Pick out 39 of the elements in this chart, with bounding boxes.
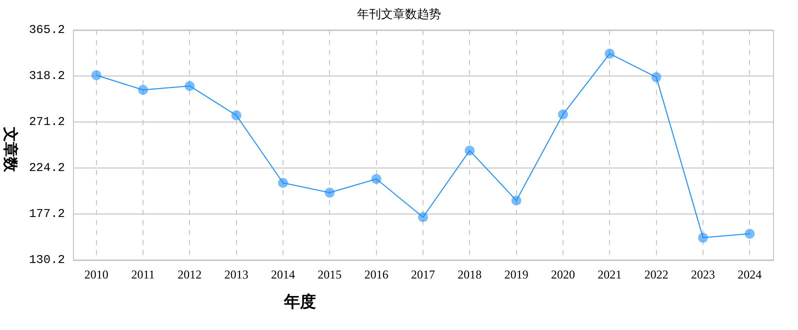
y-tick-label: 177.2 bbox=[28, 207, 65, 222]
point bbox=[278, 178, 288, 188]
x-tick-label: 2018 bbox=[458, 267, 482, 282]
point bbox=[91, 70, 102, 80]
y-tick-label: 365.2 bbox=[28, 23, 65, 38]
x-axis-title: 年度 bbox=[282, 292, 317, 313]
point bbox=[651, 72, 662, 82]
x-tick-label: 2015 bbox=[318, 267, 342, 282]
y-tick-label: 224.2 bbox=[28, 161, 65, 176]
y-tick-label: 130.2 bbox=[28, 253, 65, 268]
point bbox=[744, 228, 755, 239]
point bbox=[184, 80, 195, 91]
chart-title: 年刊文章数趋势 bbox=[356, 6, 442, 23]
point bbox=[604, 48, 615, 59]
x-tick-label: 2014 bbox=[271, 267, 295, 282]
point bbox=[698, 232, 708, 243]
point bbox=[511, 195, 522, 206]
x-tick-label: 2022 bbox=[644, 267, 668, 282]
x-tick-label: 2020 bbox=[551, 267, 575, 282]
point bbox=[138, 84, 148, 95]
x-tick-label: 2010 bbox=[84, 267, 108, 282]
point bbox=[231, 110, 242, 120]
point bbox=[324, 188, 335, 198]
y-tick-label: 271.2 bbox=[28, 115, 65, 130]
y-axis-title: 文章数 bbox=[0, 126, 20, 174]
y-tick-label: 318.2 bbox=[28, 69, 65, 84]
point bbox=[558, 109, 568, 120]
x-tick-label: 2016 bbox=[364, 267, 388, 282]
x-tick-label: 2019 bbox=[504, 267, 528, 282]
x-tick-label: 2024 bbox=[738, 267, 762, 282]
point bbox=[418, 212, 428, 222]
x-tick-label: 2023 bbox=[691, 267, 715, 282]
x-tick-label: 2021 bbox=[598, 267, 622, 282]
x-tick-label: 2012 bbox=[178, 267, 202, 282]
point bbox=[371, 174, 382, 184]
x-tick-label: 2013 bbox=[224, 267, 248, 282]
point bbox=[464, 146, 475, 156]
x-tick-label: 2011 bbox=[131, 267, 155, 282]
x-tick-label: 2017 bbox=[411, 267, 435, 282]
